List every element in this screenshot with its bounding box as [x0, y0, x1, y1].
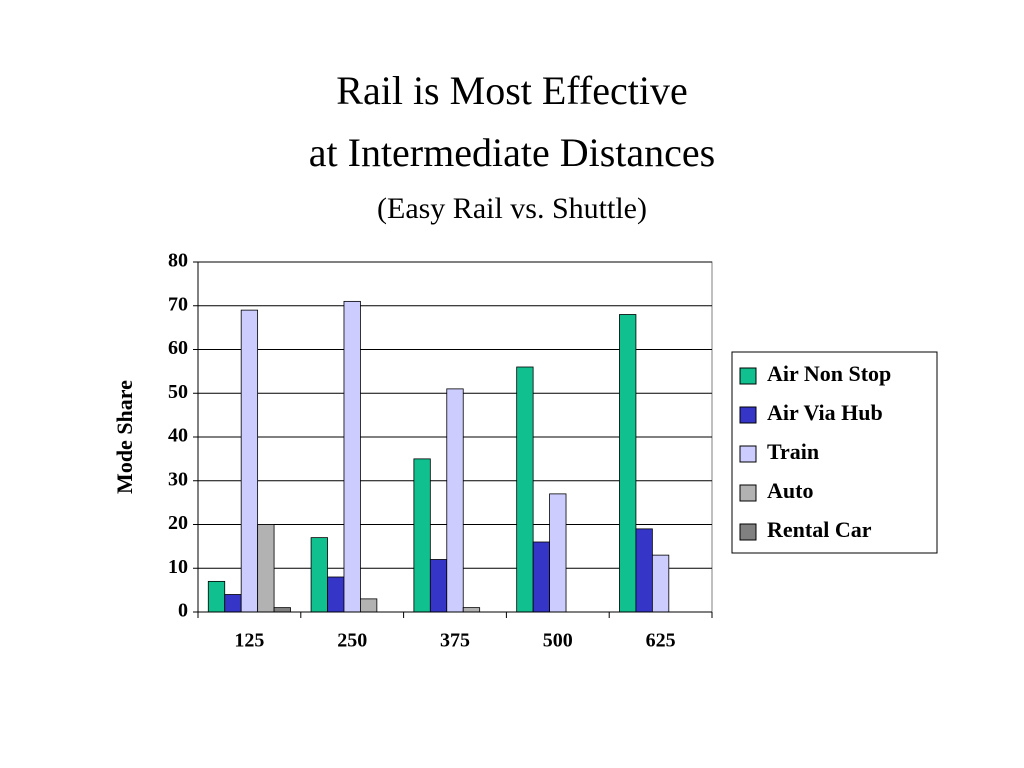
- y-tick-label: 40: [168, 425, 188, 447]
- bar: [462, 607, 481, 613]
- bar: [360, 598, 378, 613]
- bar: [516, 366, 534, 613]
- y-tick-label: 30: [168, 468, 188, 490]
- legend-swatch: [739, 484, 757, 502]
- bar: [413, 458, 431, 613]
- bar: [619, 314, 637, 613]
- legend-label: Rental Car: [767, 517, 872, 542]
- x-tick-label: 500: [543, 630, 573, 652]
- chart-title: Rail is Most Effective: [336, 68, 687, 113]
- bar: [651, 554, 670, 613]
- bar: [446, 388, 464, 613]
- bar: [310, 537, 328, 613]
- chart-title: at Intermediate Distances: [309, 130, 715, 175]
- bar: [429, 559, 448, 613]
- y-tick-label: 20: [168, 512, 188, 534]
- bar: [549, 493, 567, 613]
- bar: [532, 541, 550, 613]
- bar: [273, 607, 291, 613]
- legend-swatch: [739, 445, 757, 463]
- legend-swatch: [739, 406, 757, 424]
- y-tick-label: 0: [178, 600, 188, 622]
- y-tick-label: 80: [168, 250, 188, 272]
- x-tick-label: 625: [646, 630, 676, 652]
- y-tick-label: 70: [168, 293, 188, 315]
- legend-label: Air Non Stop: [767, 361, 891, 386]
- bar: [207, 580, 226, 613]
- legend-label: Auto: [767, 478, 813, 503]
- x-tick-label: 125: [234, 630, 264, 652]
- legend-box: [731, 351, 938, 554]
- bar: [240, 309, 259, 613]
- bar: [635, 528, 653, 613]
- bar: [257, 524, 275, 613]
- legend-swatch: [739, 367, 757, 385]
- y-axis-label: Mode Share: [112, 380, 137, 494]
- x-tick-label: 375: [440, 630, 470, 652]
- y-tick-label: 60: [168, 337, 188, 359]
- legend-label: Air Via Hub: [767, 400, 883, 425]
- legend-label: Train: [767, 439, 819, 464]
- y-tick-label: 10: [168, 556, 188, 578]
- legend-swatch: [739, 523, 757, 541]
- bar: [224, 594, 242, 613]
- bar: [343, 300, 361, 613]
- x-tick-label: 250: [337, 630, 367, 652]
- y-tick-label: 50: [168, 381, 188, 403]
- bar: [327, 576, 345, 613]
- chart-subtitle: (Easy Rail vs. Shuttle): [377, 192, 647, 225]
